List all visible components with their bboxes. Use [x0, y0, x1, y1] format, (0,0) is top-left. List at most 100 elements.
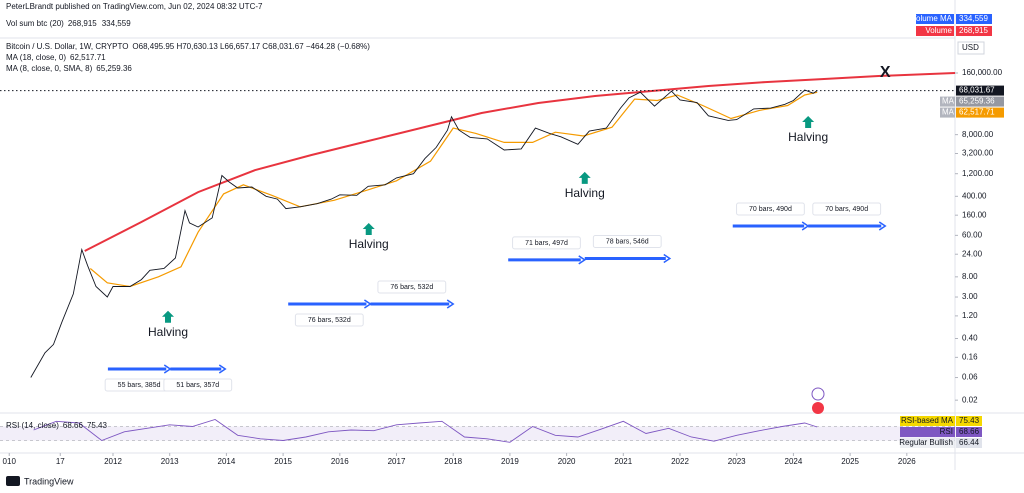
volume-tag — [956, 26, 992, 36]
range-label-box — [294, 313, 364, 327]
y-tick-label: 1.20 — [962, 311, 978, 320]
halving-arrow — [802, 115, 815, 128]
y-tick-label: 3.00 — [962, 292, 978, 301]
range-label-box — [377, 280, 447, 294]
price-tag — [956, 107, 1004, 118]
range-label-box — [592, 234, 662, 248]
range-label: 51 bars, 357d — [176, 382, 219, 389]
x-tick-label: 2024 — [785, 457, 803, 466]
currency-box — [957, 41, 985, 55]
rsi-tag-label: 75.43 — [959, 416, 980, 425]
range-label: 55 bars, 385d — [118, 382, 161, 389]
rsi-title: RSI (14, close) — [6, 421, 59, 430]
volume-tag-name: Volume MA — [911, 14, 953, 23]
volume-tag-value: 334,559 — [959, 14, 988, 23]
x-tick-label: 2013 — [161, 457, 179, 466]
price-tag-name-box — [940, 96, 955, 107]
y-tick-label: 8.00 — [962, 272, 978, 281]
range-arrow-head — [163, 364, 172, 374]
halving-arrow — [162, 310, 175, 323]
x-tick-label: 2012 — [104, 457, 122, 466]
x-tick-label: 2019 — [501, 457, 519, 466]
rsi-tag-name: RSI — [940, 427, 953, 436]
price-tag-label: 62,517.71 — [959, 108, 995, 117]
price-tag-name: MA — [942, 108, 955, 117]
price-tag-label: 65,259.36 — [959, 97, 995, 106]
price-tag — [956, 85, 1004, 96]
rsi-value: 75.43 — [87, 421, 108, 430]
trendline — [84, 72, 956, 252]
x-tick-label: 2017 — [388, 457, 406, 466]
x-tick-label: 17 — [56, 457, 65, 466]
price-tag-label: 68,031.67 — [959, 86, 995, 95]
x-tick-label: 2016 — [331, 457, 349, 466]
x-tick-label: 2025 — [841, 457, 859, 466]
volume-tag — [916, 14, 954, 24]
range-arrow-head — [446, 299, 455, 309]
ma-line — [89, 91, 818, 288]
range-arrow-head — [578, 255, 587, 265]
rsi-tag-name-box — [900, 438, 955, 448]
rsi-value: 68.66 — [63, 421, 84, 430]
rsi-tag — [956, 416, 982, 426]
rsi-tag — [956, 427, 982, 437]
x-tick-label: 010 — [3, 457, 17, 466]
x-tick-label: 2014 — [218, 457, 236, 466]
event-icon[interactable] — [811, 387, 825, 401]
price-line — [30, 89, 818, 378]
x-tick-label: 2020 — [558, 457, 576, 466]
indicator-value: 62,517.71 — [70, 53, 106, 62]
volume-tag — [916, 26, 954, 36]
x-tick-label: 2018 — [444, 457, 462, 466]
y-tick-label: 3,200.00 — [962, 149, 994, 158]
halving-label: Halving — [565, 186, 605, 200]
rsi-tag-name-box — [900, 427, 955, 437]
y-tick-label: 24.00 — [962, 249, 983, 258]
range-label-box — [812, 202, 882, 216]
range-label: 71 bars, 497d — [525, 240, 568, 247]
range-label: 70 bars, 490d — [825, 206, 868, 213]
range-arrow-head — [663, 253, 672, 264]
rsi-tag-name: RSI-based MA — [901, 416, 954, 425]
x-tick-label: 2022 — [671, 457, 689, 466]
halving-arrow — [362, 222, 375, 235]
footer-logo: TradingView — [24, 476, 74, 486]
volume-tag-value: 268,915 — [959, 26, 988, 35]
range-label: 76 bars, 532d — [308, 317, 351, 324]
x-tick-label: 2015 — [274, 457, 292, 466]
range-label: 70 bars, 490d — [749, 206, 792, 213]
price-tag-name: MA — [942, 97, 955, 106]
rsi-tag — [956, 438, 982, 448]
x-tick-label: 2021 — [614, 457, 632, 466]
range-label-box — [512, 236, 581, 250]
rsi-band — [0, 426, 955, 441]
halving-label: Halving — [349, 237, 389, 251]
y-tick-label: 0.16 — [962, 352, 978, 361]
indicator-name: MA (18, close, 0) — [6, 53, 66, 62]
rsi-tag-label: 66.44 — [959, 438, 980, 447]
volume-tag-name: Volume — [925, 26, 952, 35]
volume-tag — [956, 14, 992, 24]
volume-value: 268,915 — [68, 19, 97, 28]
logo-icon — [6, 476, 20, 486]
symbol-title: Bitcoin / U.S. Dollar, 1W, CRYPTO — [6, 42, 128, 51]
price-tag-name-box — [940, 107, 955, 118]
event-icon[interactable] — [812, 402, 824, 414]
range-arrow-head — [878, 221, 887, 231]
y-tick-label: 0.02 — [962, 395, 978, 404]
volume-value: 334,559 — [102, 19, 131, 28]
halving-label: Halving — [788, 130, 828, 144]
rsi-tag-name: Regular Bullish — [899, 438, 953, 447]
range-label: 76 bars, 532d — [390, 284, 433, 291]
indicator-name: MA (8, close, 0, SMA, 8) — [6, 64, 93, 73]
halving-arrow — [578, 171, 591, 184]
rsi-tag-label: 68.66 — [959, 427, 980, 436]
y-tick-label: 8,000.00 — [962, 130, 994, 139]
range-label: 78 bars, 546d — [606, 238, 649, 245]
range-label-box — [163, 378, 233, 392]
range-label-box — [736, 202, 805, 216]
y-tick-label: 400.00 — [962, 191, 987, 200]
y-tick-label: 160,000.00 — [962, 68, 1003, 77]
